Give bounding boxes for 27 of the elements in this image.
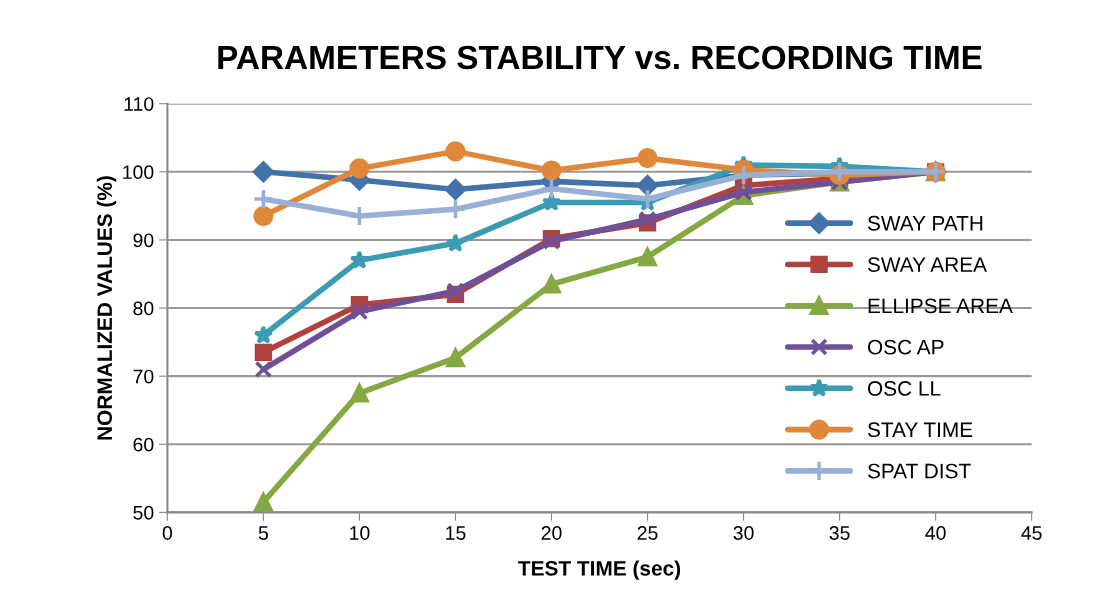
y-axis-title: NORMALIZED VALUES (%) bbox=[96, 176, 117, 440]
legend-label: ELLIPSE AREA bbox=[868, 298, 1013, 314]
y-tick-label: 100 bbox=[123, 165, 154, 180]
x-axis-title: TEST TIME (sec) bbox=[518, 560, 681, 580]
legend-label: SWAY PATH bbox=[867, 215, 983, 231]
x-tick-label: 5 bbox=[258, 526, 268, 540]
y-tick-label: 60 bbox=[133, 437, 154, 452]
legend-label: STAY TIME bbox=[867, 422, 973, 438]
legend-label: SPAT DIST bbox=[867, 463, 971, 479]
x-tick-label: 45 bbox=[1021, 526, 1042, 540]
y-tick-label: 110 bbox=[124, 97, 154, 111]
x-tick-label: 15 bbox=[446, 526, 466, 540]
x-tick-label: 40 bbox=[925, 526, 946, 540]
y-tick-label: 70 bbox=[133, 369, 154, 384]
chart-title: PARAMETERS STABILITY vs. RECORDING TIME bbox=[218, 45, 982, 70]
x-tick-label: 10 bbox=[350, 526, 370, 540]
x-tick-label: 25 bbox=[637, 526, 658, 540]
y-tick-label: 90 bbox=[133, 233, 154, 248]
legend-label: SWAY AREA bbox=[867, 257, 987, 272]
x-tick-label: 35 bbox=[829, 526, 850, 540]
y-tick-label: 50 bbox=[133, 505, 154, 520]
x-tick-label: 0 bbox=[162, 526, 173, 540]
legend-label: OSC AP bbox=[867, 339, 944, 355]
legend-label: OSC LL bbox=[867, 381, 941, 396]
x-tick-label: 30 bbox=[733, 526, 754, 540]
x-tick-label: 20 bbox=[541, 526, 562, 540]
y-tick-label: 80 bbox=[133, 301, 154, 316]
